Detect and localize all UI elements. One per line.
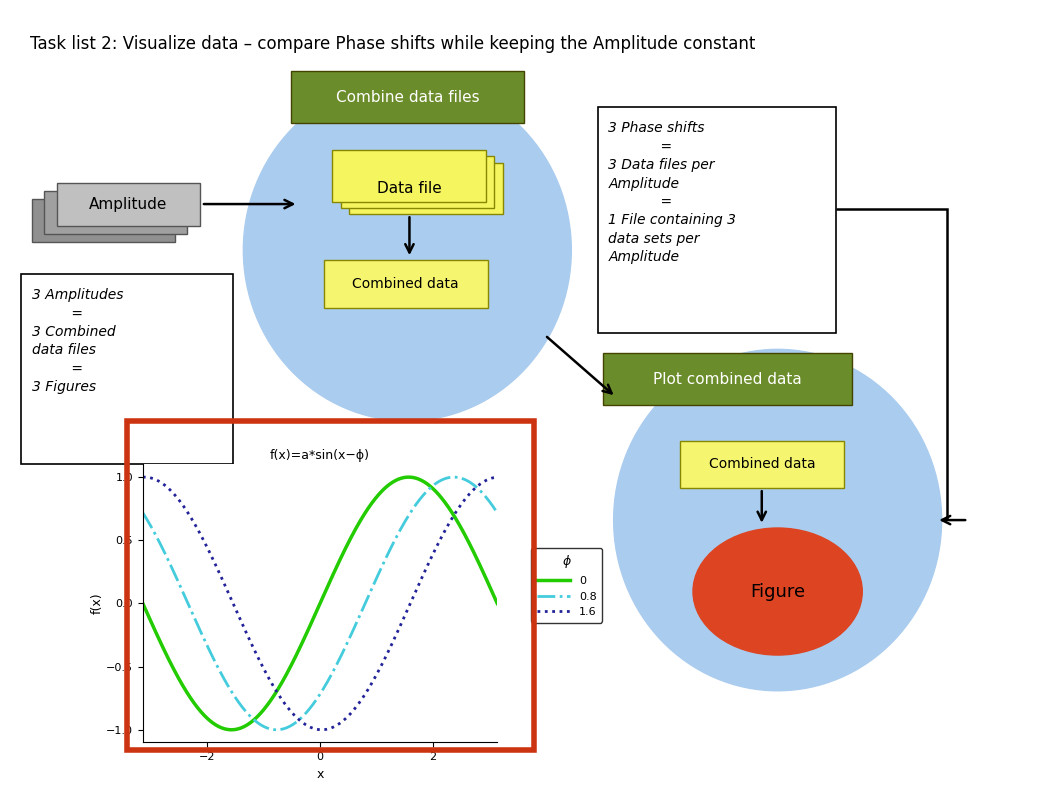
FancyBboxPatch shape xyxy=(349,163,503,214)
Ellipse shape xyxy=(243,79,571,421)
Ellipse shape xyxy=(614,349,942,691)
Y-axis label: f(x): f(x) xyxy=(90,592,104,615)
Text: Figure: Figure xyxy=(750,583,805,600)
Text: Combined data: Combined data xyxy=(709,457,816,472)
Text: Plot combined data: Plot combined data xyxy=(653,372,802,387)
FancyBboxPatch shape xyxy=(57,183,200,226)
FancyBboxPatch shape xyxy=(324,260,488,308)
Text: 3 Amplitudes
         =
3 Combined
data files
         =
3 Figures: 3 Amplitudes = 3 Combined data files = 3… xyxy=(32,288,123,395)
Text: Amplitude: Amplitude xyxy=(89,197,168,212)
FancyBboxPatch shape xyxy=(603,353,852,405)
Text: 3 Phase shifts
            =
3 Data files per
Amplitude
            =
1 File con: 3 Phase shifts = 3 Data files per Amplit… xyxy=(608,121,736,264)
Text: Combine data files: Combine data files xyxy=(335,90,479,105)
FancyBboxPatch shape xyxy=(291,71,524,123)
FancyBboxPatch shape xyxy=(44,191,187,234)
Text: Data file: Data file xyxy=(377,181,442,195)
FancyBboxPatch shape xyxy=(341,156,494,208)
Legend: 0, 0.8, 1.6: 0, 0.8, 1.6 xyxy=(531,548,602,622)
FancyBboxPatch shape xyxy=(680,441,844,488)
FancyBboxPatch shape xyxy=(32,198,175,242)
X-axis label: x: x xyxy=(316,768,324,781)
Text: Combined data: Combined data xyxy=(352,277,459,291)
Circle shape xyxy=(693,528,862,655)
FancyBboxPatch shape xyxy=(332,150,486,202)
FancyBboxPatch shape xyxy=(21,274,233,464)
Text: Task list 2: Visualize data – compare Phase shifts while keeping the Amplitude c: Task list 2: Visualize data – compare Ph… xyxy=(30,35,755,52)
FancyBboxPatch shape xyxy=(598,107,836,333)
Title: f(x)=a*sin(x−ϕ): f(x)=a*sin(x−ϕ) xyxy=(270,449,370,462)
